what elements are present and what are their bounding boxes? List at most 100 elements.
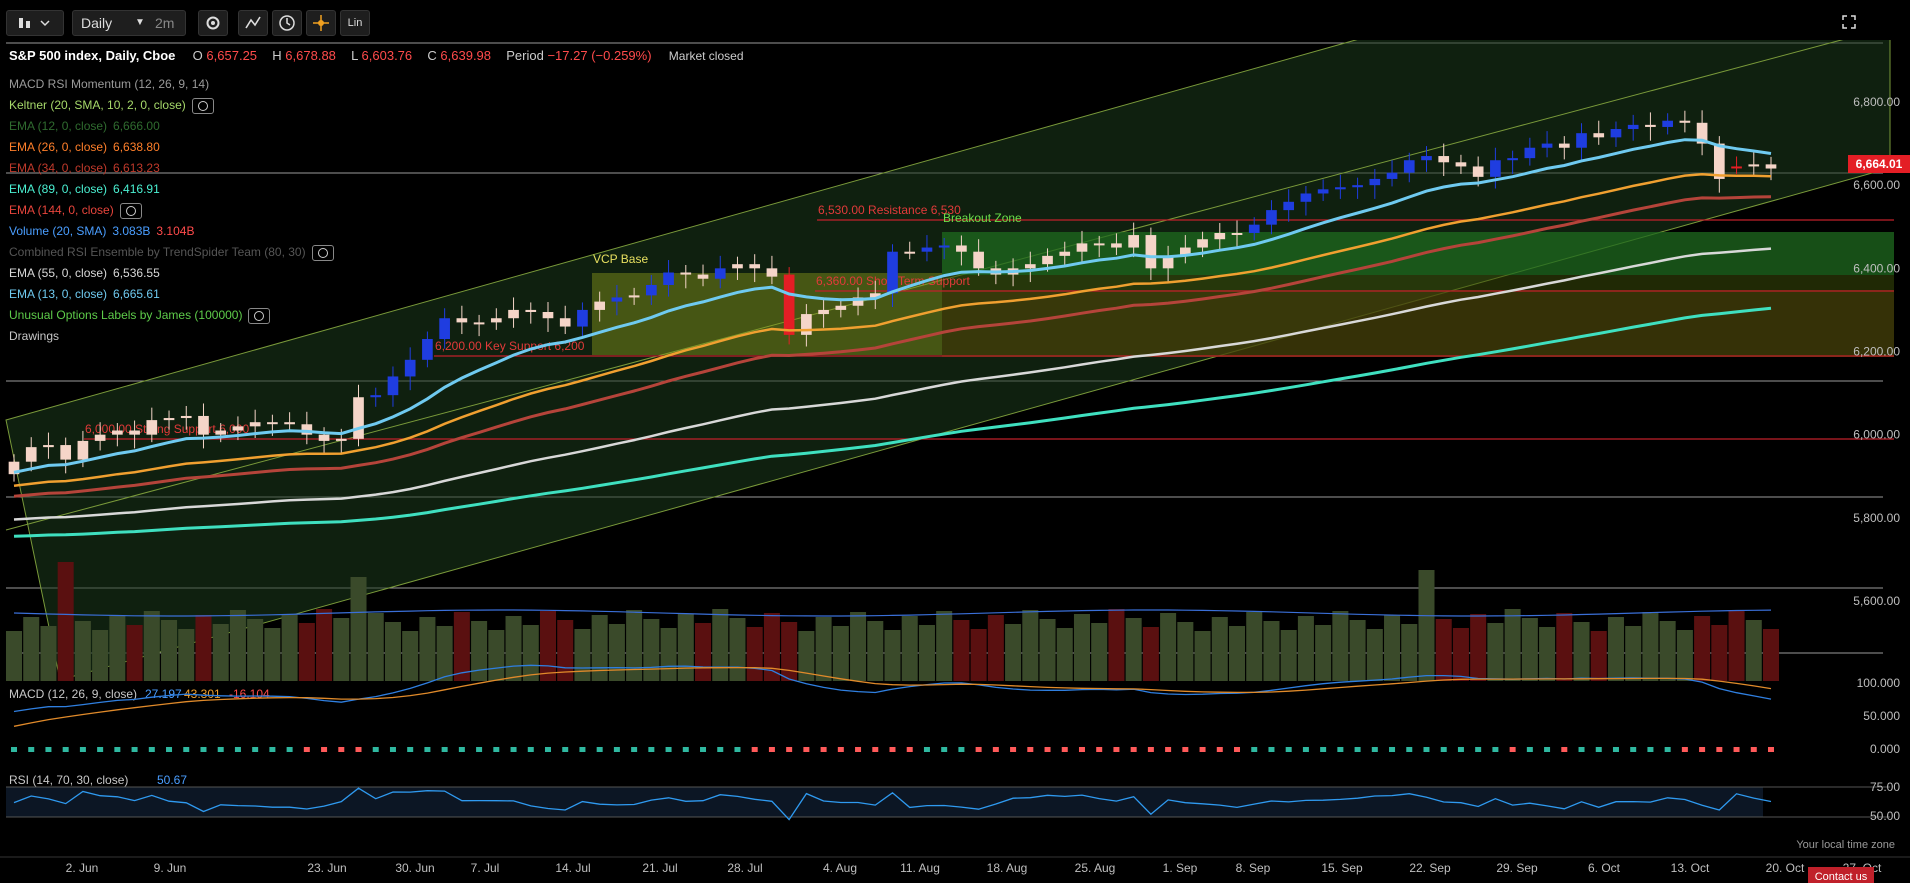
candle <box>163 418 175 421</box>
macd-histogram-bar <box>682 747 689 752</box>
volume-bar <box>453 612 470 681</box>
candle <box>490 318 502 323</box>
indicator-icon <box>245 16 261 29</box>
visibility-eye-icon[interactable] <box>311 244 334 261</box>
volume-bar <box>1452 628 1469 681</box>
period-label: Period <box>506 48 544 63</box>
macd-histogram-bar <box>269 747 276 752</box>
rsi-tick-label: 50.00 <box>1870 809 1900 823</box>
period-value: −17.27 (−0.259%) <box>547 48 652 63</box>
candle <box>8 461 20 475</box>
candle <box>1421 156 1432 161</box>
volume-bar <box>1177 622 1194 681</box>
visibility-eye-icon[interactable] <box>248 307 271 324</box>
legend-row[interactable]: EMA (144, 0, close) <box>9 200 334 221</box>
legend-row[interactable]: EMA (55, 0, close) 6,536.55 <box>9 263 334 284</box>
volume-bar <box>195 615 212 681</box>
candle <box>904 251 916 254</box>
volume-bar <box>1625 626 1642 681</box>
ema26-line <box>13 172 1772 487</box>
visibility-eye-icon[interactable] <box>119 202 142 219</box>
volume-bar <box>918 625 935 681</box>
crosshair-button[interactable] <box>306 10 336 36</box>
volume-bar <box>1228 626 1246 681</box>
macd-histogram-bar <box>906 747 913 752</box>
volume-bar <box>522 625 539 681</box>
scale-button[interactable]: Lin <box>340 10 370 36</box>
legend-label: Unusual Options Labels by James (100000) <box>9 308 243 322</box>
volume-bar <box>92 630 109 681</box>
volume-bar <box>247 619 264 681</box>
candle <box>1455 162 1467 167</box>
volume-bar <box>557 620 574 681</box>
candle <box>766 268 778 277</box>
candle <box>1593 133 1605 138</box>
macd-histogram-bar <box>579 747 586 752</box>
candle <box>1093 243 1105 246</box>
volume-bar <box>1108 609 1125 681</box>
legend-label: Keltner (20, SMA, 10, 2, 0, close) <box>9 98 186 112</box>
y-tick-label: 6,800.00 <box>1853 95 1900 109</box>
legend-row[interactable]: Combined RSI Ensemble by TrendSpider Tea… <box>9 242 334 263</box>
legend-row[interactable]: Drawings <box>9 326 334 347</box>
volume-bar <box>574 629 591 681</box>
rsi-label: RSI (14, 70, 30, close) <box>9 773 128 787</box>
volume-bar <box>1607 617 1624 681</box>
legend-row[interactable]: EMA (34, 0, close) 6,613.23 <box>9 158 334 179</box>
legend-label: EMA (26, 0, close) <box>9 140 108 154</box>
chart-type-button[interactable] <box>6 10 64 36</box>
candle <box>473 322 485 325</box>
interval-select[interactable]: Daily ▼ 2m <box>72 10 186 36</box>
fullscreen-button[interactable] <box>1838 10 1860 34</box>
legend-row[interactable]: Unusual Options Labels by James (100000) <box>9 305 334 326</box>
rsi-line <box>13 787 1772 821</box>
volume-bar <box>1659 621 1676 681</box>
macd-histogram-bar <box>1165 747 1172 752</box>
macd-histogram-bar <box>458 747 465 752</box>
volume-bar <box>1194 631 1211 681</box>
indicators-button[interactable] <box>238 10 268 36</box>
legend-row[interactable]: EMA (13, 0, close) 6,665.61 <box>9 284 334 305</box>
volume-bar <box>1211 617 1228 681</box>
legend-row[interactable]: Volume (20, SMA) 3.083B 3.104B <box>9 221 334 242</box>
crosshair-icon <box>313 15 329 31</box>
volume-bar <box>953 620 970 681</box>
legend-row[interactable]: EMA (12, 0, close) 6,666.00 <box>9 116 334 137</box>
candle <box>1111 243 1122 248</box>
x-tick-label: 1. Sep <box>1163 861 1198 875</box>
macd-histogram-bar <box>1130 747 1137 752</box>
candle <box>956 245 967 252</box>
volume-bar <box>1539 627 1556 681</box>
candle <box>1679 120 1691 123</box>
volume-bar <box>1694 616 1711 681</box>
candle <box>1266 210 1277 225</box>
visibility-eye-icon[interactable] <box>191 97 214 114</box>
volume-bar <box>1676 630 1693 681</box>
settings-button[interactable] <box>198 10 228 36</box>
x-tick-label: 8. Sep <box>1236 861 1271 875</box>
volume-bar <box>367 613 384 681</box>
indicator-legend: MACD RSI Momentum (12, 26, 9, 14) Keltner… <box>9 74 334 347</box>
candle <box>1128 235 1139 248</box>
candle <box>1283 201 1295 211</box>
macd-histogram-bar <box>62 747 69 752</box>
candle <box>422 339 433 360</box>
legend-row[interactable]: Keltner (20, SMA, 10, 2, 0, close) <box>9 95 334 116</box>
volume-bar <box>316 609 333 681</box>
volume-sma-line <box>13 609 1772 617</box>
replay-button[interactable] <box>272 10 302 36</box>
macd-histogram-bar <box>97 747 104 752</box>
volume-bar <box>126 625 143 681</box>
legend-row[interactable]: MACD RSI Momentum (12, 26, 9, 14) <box>9 74 334 95</box>
x-tick-label: 29. Sep <box>1496 861 1538 875</box>
volume-bar <box>1642 612 1659 681</box>
toolbar: Daily ▼ 2m Lin <box>0 0 1910 40</box>
volume-bar <box>281 614 298 681</box>
legend-row[interactable]: EMA (89, 0, close) 6,416.91 <box>9 179 334 200</box>
macd-histogram-bar <box>1509 747 1516 752</box>
candle <box>1576 133 1587 148</box>
legend-row[interactable]: EMA (26, 0, close) 6,638.80 <box>9 137 334 158</box>
candle <box>94 434 106 441</box>
candle <box>801 314 812 335</box>
